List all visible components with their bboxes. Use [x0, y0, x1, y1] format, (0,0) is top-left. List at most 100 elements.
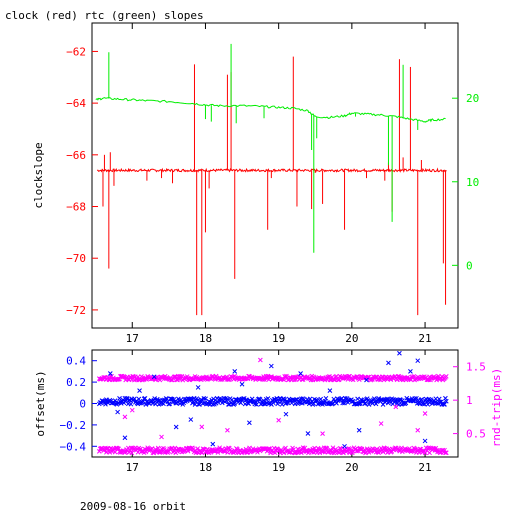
rndtrip-outlier: [159, 434, 164, 440]
bottom-y2-tick-label: 1.5: [466, 361, 486, 374]
rndtrip-point: [442, 447, 447, 453]
rndtrip-point: [338, 446, 344, 452]
offset-outlier: [305, 431, 311, 436]
offset-point: [226, 402, 231, 407]
offset-point: [334, 400, 339, 406]
offset-outlier: [268, 363, 274, 369]
rndtrip-outlier: [129, 407, 135, 413]
offset-point: [307, 396, 313, 402]
offset-point: [244, 397, 250, 403]
rndtrip-point: [243, 446, 249, 452]
top-y-tick-label: −64: [66, 97, 86, 110]
top-x-tick-label: 20: [345, 332, 358, 345]
offset-outlier: [151, 374, 157, 380]
top-x-tick-label: 17: [126, 332, 139, 345]
rndtrip-point: [214, 447, 220, 452]
offset-outlier: [364, 377, 369, 383]
offset-point: [270, 400, 276, 406]
offset-point: [311, 401, 317, 406]
offset-outlier: [232, 369, 238, 374]
offset-outlier: [397, 350, 402, 356]
offset-outlier: [247, 420, 252, 426]
rndtrip-outlier: [422, 411, 428, 416]
rndtrip-outlier: [415, 427, 421, 433]
top-y-tick-label: −68: [66, 201, 86, 214]
bottom-y-tick-label: 0: [79, 398, 86, 411]
rndtrip-outlier: [199, 424, 205, 430]
rndtrip-point: [247, 445, 252, 451]
top-y2-tick-label: 0: [466, 259, 473, 272]
offset-outlier: [415, 358, 421, 364]
rndtrip-point: [129, 450, 135, 456]
rndtrip-point: [206, 375, 212, 381]
offset-point: [370, 400, 375, 406]
offset-point: [410, 398, 416, 404]
bottom-y-tick-label: −0.2: [60, 419, 87, 432]
offset-outlier: [195, 385, 201, 390]
rndtrip-point: [443, 450, 448, 456]
offset-outlier: [298, 371, 303, 376]
rndtrip-point: [426, 445, 432, 451]
bottom-x-tick-label: 21: [418, 461, 431, 474]
rndtrip-point: [155, 445, 161, 451]
offset-point: [436, 396, 442, 402]
bottom-y-tick-label: −0.4: [60, 440, 87, 453]
offset-point: [298, 396, 304, 402]
offset-outlier: [327, 388, 333, 394]
rndtrip-point: [336, 450, 342, 456]
offset-outlier: [173, 424, 179, 430]
offset-point: [357, 400, 363, 406]
rndtrip-point: [248, 449, 254, 454]
rndtrip-point: [369, 377, 374, 382]
rndtrip-outlier: [122, 414, 128, 420]
rndtrip-point: [112, 449, 118, 455]
bottom-y2-axis-label: rnd-trip(ms): [490, 368, 503, 447]
rndtrip-point: [380, 449, 386, 455]
top-y-tick-label: −70: [66, 252, 86, 265]
rndtrip-point: [215, 450, 221, 455]
rndtrip-outlier: [320, 431, 325, 436]
offset-point: [261, 398, 266, 404]
offset-point: [136, 396, 142, 402]
offset-point: [232, 401, 237, 406]
rndtrip-point: [208, 449, 214, 455]
rndtrip-point: [128, 445, 134, 451]
rndtrip-point: [327, 374, 332, 379]
offset-point: [128, 401, 134, 407]
offset-outlier: [283, 411, 289, 417]
offset-outlier: [386, 360, 391, 366]
rndtrip-outlier: [378, 421, 384, 426]
offset-point: [132, 396, 137, 402]
offset-point: [385, 396, 390, 402]
offset-point: [229, 397, 235, 403]
rndtrip-outlier: [393, 404, 399, 410]
rndtrip-point: [204, 449, 209, 455]
offset-outlier: [115, 409, 120, 415]
offset-outlier: [239, 381, 245, 387]
rndtrip-point: [359, 446, 365, 452]
offset-point: [254, 402, 259, 407]
rndtrip-point: [104, 445, 110, 451]
offset-outlier: [122, 435, 128, 441]
offset-point: [443, 398, 449, 404]
offset-outlier: [422, 438, 428, 444]
offset-point: [238, 400, 244, 406]
rndtrip-point: [295, 446, 301, 452]
offset-outlier: [107, 371, 113, 376]
offset-point: [380, 402, 386, 407]
offset-point: [424, 399, 430, 405]
rndtrip-outlier: [258, 357, 263, 363]
footer-label: 2009-08-16 orbit: [80, 500, 186, 512]
rndtrip-point: [341, 450, 346, 456]
offset-point: [442, 401, 447, 407]
chart-title: clock (red) rtc (green) slopes: [5, 9, 204, 22]
top-y-axis-label: clockslope: [32, 142, 45, 208]
offset-point: [279, 402, 285, 407]
offset-outlier: [188, 417, 194, 422]
bottom-y-axis-label: offset(ms): [34, 370, 47, 436]
offset-outlier: [408, 369, 413, 374]
offset-point: [355, 396, 360, 402]
offset-point: [265, 396, 271, 401]
rndtrip-outlier: [225, 427, 230, 433]
